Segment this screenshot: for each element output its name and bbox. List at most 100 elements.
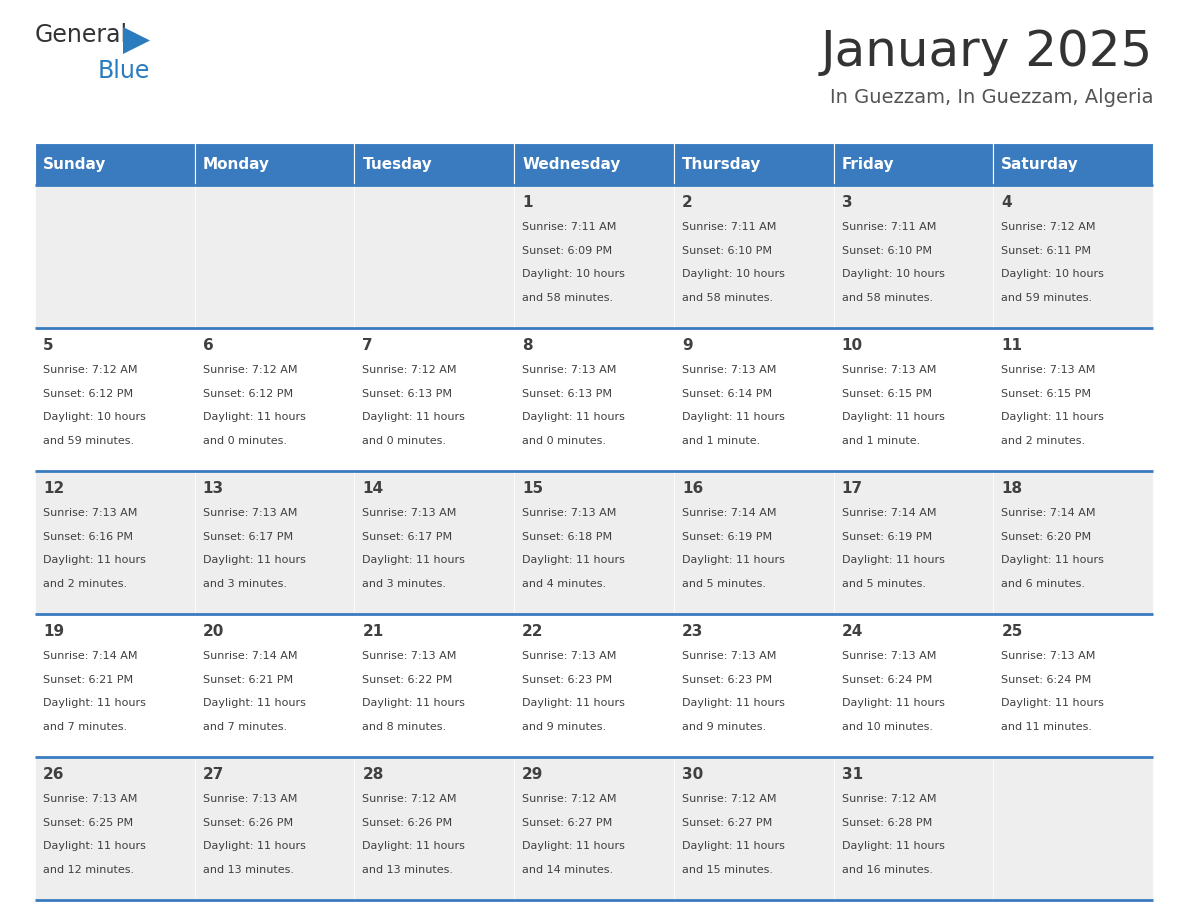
Text: 13: 13 xyxy=(203,481,223,496)
Text: and 13 minutes.: and 13 minutes. xyxy=(362,865,454,875)
Text: and 58 minutes.: and 58 minutes. xyxy=(682,293,773,303)
Bar xyxy=(195,185,354,328)
Text: 17: 17 xyxy=(841,481,862,496)
Text: Daylight: 11 hours: Daylight: 11 hours xyxy=(523,555,625,565)
Text: Daylight: 11 hours: Daylight: 11 hours xyxy=(43,842,146,851)
Bar xyxy=(993,614,1154,757)
Bar xyxy=(354,328,514,471)
Bar xyxy=(34,143,195,185)
Bar xyxy=(993,757,1154,900)
Text: and 2 minutes.: and 2 minutes. xyxy=(43,579,127,589)
Text: Daylight: 11 hours: Daylight: 11 hours xyxy=(203,699,305,709)
Bar xyxy=(674,143,834,185)
Text: Sunrise: 7:12 AM: Sunrise: 7:12 AM xyxy=(362,794,457,804)
Text: 5: 5 xyxy=(43,338,53,353)
Text: Sunday: Sunday xyxy=(43,156,107,172)
Text: Sunset: 6:21 PM: Sunset: 6:21 PM xyxy=(43,675,133,685)
Bar xyxy=(834,471,993,614)
Bar xyxy=(993,143,1154,185)
Bar xyxy=(354,185,514,328)
Text: Monday: Monday xyxy=(203,156,270,172)
Text: Sunset: 6:13 PM: Sunset: 6:13 PM xyxy=(523,389,612,398)
Bar xyxy=(514,757,674,900)
Text: Sunrise: 7:11 AM: Sunrise: 7:11 AM xyxy=(841,222,936,232)
Text: and 59 minutes.: and 59 minutes. xyxy=(1001,293,1093,303)
Text: Sunset: 6:10 PM: Sunset: 6:10 PM xyxy=(841,246,931,256)
Text: Sunset: 6:27 PM: Sunset: 6:27 PM xyxy=(523,818,612,828)
Text: Sunset: 6:18 PM: Sunset: 6:18 PM xyxy=(523,532,612,542)
Text: 24: 24 xyxy=(841,624,862,639)
Text: 3: 3 xyxy=(841,195,852,210)
Bar xyxy=(834,328,993,471)
Text: and 2 minutes.: and 2 minutes. xyxy=(1001,436,1086,446)
Text: Daylight: 11 hours: Daylight: 11 hours xyxy=(203,842,305,851)
Text: Sunrise: 7:13 AM: Sunrise: 7:13 AM xyxy=(841,651,936,661)
Text: Daylight: 11 hours: Daylight: 11 hours xyxy=(43,699,146,709)
Text: Sunset: 6:15 PM: Sunset: 6:15 PM xyxy=(841,389,931,398)
Bar xyxy=(834,185,993,328)
Bar xyxy=(34,757,195,900)
Text: 30: 30 xyxy=(682,767,703,782)
Bar xyxy=(834,757,993,900)
Text: 19: 19 xyxy=(43,624,64,639)
Text: Sunrise: 7:13 AM: Sunrise: 7:13 AM xyxy=(43,794,138,804)
Bar xyxy=(514,143,674,185)
Text: Sunrise: 7:13 AM: Sunrise: 7:13 AM xyxy=(1001,651,1095,661)
Text: Sunset: 6:21 PM: Sunset: 6:21 PM xyxy=(203,675,292,685)
Text: Sunset: 6:16 PM: Sunset: 6:16 PM xyxy=(43,532,133,542)
Text: Sunrise: 7:12 AM: Sunrise: 7:12 AM xyxy=(1001,222,1095,232)
Bar xyxy=(674,471,834,614)
Text: Daylight: 11 hours: Daylight: 11 hours xyxy=(682,699,785,709)
Text: and 7 minutes.: and 7 minutes. xyxy=(203,722,286,732)
Text: Daylight: 10 hours: Daylight: 10 hours xyxy=(43,412,146,422)
Text: and 3 minutes.: and 3 minutes. xyxy=(203,579,286,589)
Text: and 13 minutes.: and 13 minutes. xyxy=(203,865,293,875)
Text: Sunrise: 7:13 AM: Sunrise: 7:13 AM xyxy=(841,365,936,375)
Text: Sunset: 6:09 PM: Sunset: 6:09 PM xyxy=(523,246,612,256)
Text: Sunset: 6:25 PM: Sunset: 6:25 PM xyxy=(43,818,133,828)
Text: Sunset: 6:13 PM: Sunset: 6:13 PM xyxy=(362,389,453,398)
Text: Sunrise: 7:14 AM: Sunrise: 7:14 AM xyxy=(43,651,138,661)
Text: Sunset: 6:17 PM: Sunset: 6:17 PM xyxy=(203,532,292,542)
Text: Sunset: 6:14 PM: Sunset: 6:14 PM xyxy=(682,389,772,398)
Text: and 5 minutes.: and 5 minutes. xyxy=(841,579,925,589)
Text: Sunrise: 7:12 AM: Sunrise: 7:12 AM xyxy=(682,794,776,804)
Text: Sunrise: 7:12 AM: Sunrise: 7:12 AM xyxy=(203,365,297,375)
Text: and 9 minutes.: and 9 minutes. xyxy=(682,722,766,732)
Text: and 15 minutes.: and 15 minutes. xyxy=(682,865,773,875)
Text: Sunrise: 7:14 AM: Sunrise: 7:14 AM xyxy=(203,651,297,661)
Text: Sunset: 6:12 PM: Sunset: 6:12 PM xyxy=(43,389,133,398)
Text: and 1 minute.: and 1 minute. xyxy=(841,436,920,446)
Text: Daylight: 11 hours: Daylight: 11 hours xyxy=(523,412,625,422)
Text: 10: 10 xyxy=(841,338,862,353)
Bar xyxy=(354,614,514,757)
Text: 21: 21 xyxy=(362,624,384,639)
Text: and 9 minutes.: and 9 minutes. xyxy=(523,722,606,732)
Text: Sunset: 6:28 PM: Sunset: 6:28 PM xyxy=(841,818,931,828)
Text: Daylight: 10 hours: Daylight: 10 hours xyxy=(1001,269,1104,279)
Bar xyxy=(674,328,834,471)
Text: 31: 31 xyxy=(841,767,862,782)
Text: Sunrise: 7:13 AM: Sunrise: 7:13 AM xyxy=(1001,365,1095,375)
Text: 18: 18 xyxy=(1001,481,1023,496)
Text: Daylight: 11 hours: Daylight: 11 hours xyxy=(682,412,785,422)
Text: 8: 8 xyxy=(523,338,532,353)
Text: Sunrise: 7:12 AM: Sunrise: 7:12 AM xyxy=(523,794,617,804)
Bar xyxy=(354,143,514,185)
Text: and 16 minutes.: and 16 minutes. xyxy=(841,865,933,875)
Text: Sunset: 6:15 PM: Sunset: 6:15 PM xyxy=(1001,389,1092,398)
Bar xyxy=(514,614,674,757)
Bar xyxy=(195,757,354,900)
Text: 4: 4 xyxy=(1001,195,1012,210)
Text: Sunrise: 7:14 AM: Sunrise: 7:14 AM xyxy=(682,509,776,518)
Text: Sunrise: 7:14 AM: Sunrise: 7:14 AM xyxy=(1001,509,1095,518)
Text: and 3 minutes.: and 3 minutes. xyxy=(362,579,447,589)
Text: and 8 minutes.: and 8 minutes. xyxy=(362,722,447,732)
Text: Sunrise: 7:11 AM: Sunrise: 7:11 AM xyxy=(682,222,776,232)
Text: Sunset: 6:12 PM: Sunset: 6:12 PM xyxy=(203,389,292,398)
Text: and 0 minutes.: and 0 minutes. xyxy=(523,436,606,446)
Text: In Guezzam, In Guezzam, Algeria: In Guezzam, In Guezzam, Algeria xyxy=(829,88,1154,107)
Text: Sunrise: 7:13 AM: Sunrise: 7:13 AM xyxy=(682,651,776,661)
Text: Wednesday: Wednesday xyxy=(523,156,620,172)
Text: Sunset: 6:23 PM: Sunset: 6:23 PM xyxy=(682,675,772,685)
